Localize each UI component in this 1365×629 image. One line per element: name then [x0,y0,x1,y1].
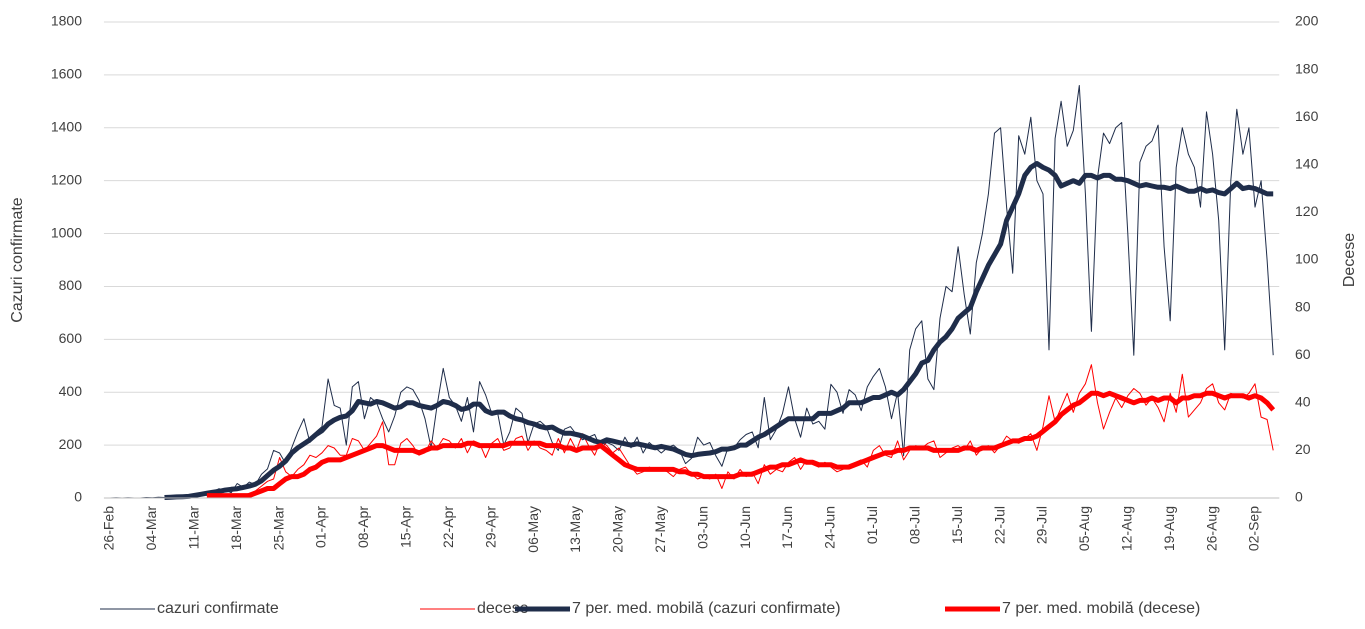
x-tick-label: 04-Mar [143,506,159,551]
legend-label: 7 per. med. mobilă (decese) [1002,600,1200,617]
y2-tick-label: 60 [1295,346,1311,362]
x-tick-label: 05-Aug [1076,506,1092,551]
x-tick-label: 22-Jul [991,506,1007,544]
x-tick-label: 19-Aug [1161,506,1177,551]
y-tick-label: 800 [59,277,83,293]
y2-tick-label: 200 [1295,13,1319,29]
x-tick-label: 29-Apr [482,506,498,548]
x-tick-label: 25-Mar [270,506,286,551]
x-tick-label: 13-May [567,506,583,553]
x-tick-label: 08-Apr [355,506,371,548]
x-tick-label: 29-Jul [1034,506,1050,544]
x-tick-label: 15-Jul [949,506,965,544]
series-line [206,364,1274,499]
x-tick-label: 20-May [610,506,626,553]
y2-tick-label: 0 [1295,489,1303,505]
y-tick-label: 200 [59,436,83,452]
y2-tick-label: 180 [1295,60,1319,76]
x-tick-label: 06-May [525,506,541,553]
y-tick-label: 1200 [51,171,82,187]
x-tick-label: 12-Aug [1118,506,1134,551]
x-tick-label: 24-Jun [822,506,838,549]
y-tick-label: 600 [59,330,83,346]
y-tick-label: 1000 [51,224,82,240]
y-tick-label: 1800 [51,13,82,29]
x-tick-label: 08-Jul [906,506,922,544]
y-tick-label: 0 [74,489,82,505]
x-tick-label: 01-Apr [313,506,329,548]
legend-label: cazuri confirmate [157,600,279,617]
series-line [109,85,1274,499]
y2-tick-label: 120 [1295,203,1319,219]
x-tick-label: 17-Jun [779,506,795,549]
y2-tick-label: 160 [1295,108,1319,124]
series-line [206,390,1276,499]
x-tick-label: 22-Apr [440,506,456,548]
x-tick-label: 10-Jun [737,506,753,549]
x-tick-label: 02-Sep [1246,506,1262,551]
x-tick-label: 15-Apr [398,506,414,548]
y-tick-label: 400 [59,383,83,399]
y2-axis-label: Decese [1341,233,1358,287]
x-tick-label: 27-May [652,506,668,553]
x-tick-label: 18-Mar [228,506,244,551]
y2-tick-label: 80 [1295,298,1311,314]
legend-label: 7 per. med. mobilă (cazuri confirmate) [572,600,841,617]
x-tick-label: 11-Mar [186,506,202,550]
y2-tick-label: 40 [1295,394,1311,410]
y-tick-label: 1600 [51,66,82,82]
x-tick-label: 03-Jun [694,506,710,549]
x-tick-label: 26-Aug [1203,506,1219,551]
y2-tick-label: 140 [1295,156,1319,172]
x-tick-label: 01-Jul [864,506,880,544]
y-axis-label: Cazuri confirmate [9,197,26,322]
y2-tick-label: 100 [1295,251,1319,267]
x-tick-label: 26-Feb [101,506,117,551]
y-tick-label: 1400 [51,118,82,134]
legend-label: decese [477,600,529,617]
series-line [164,161,1274,500]
y2-tick-label: 20 [1295,441,1311,457]
